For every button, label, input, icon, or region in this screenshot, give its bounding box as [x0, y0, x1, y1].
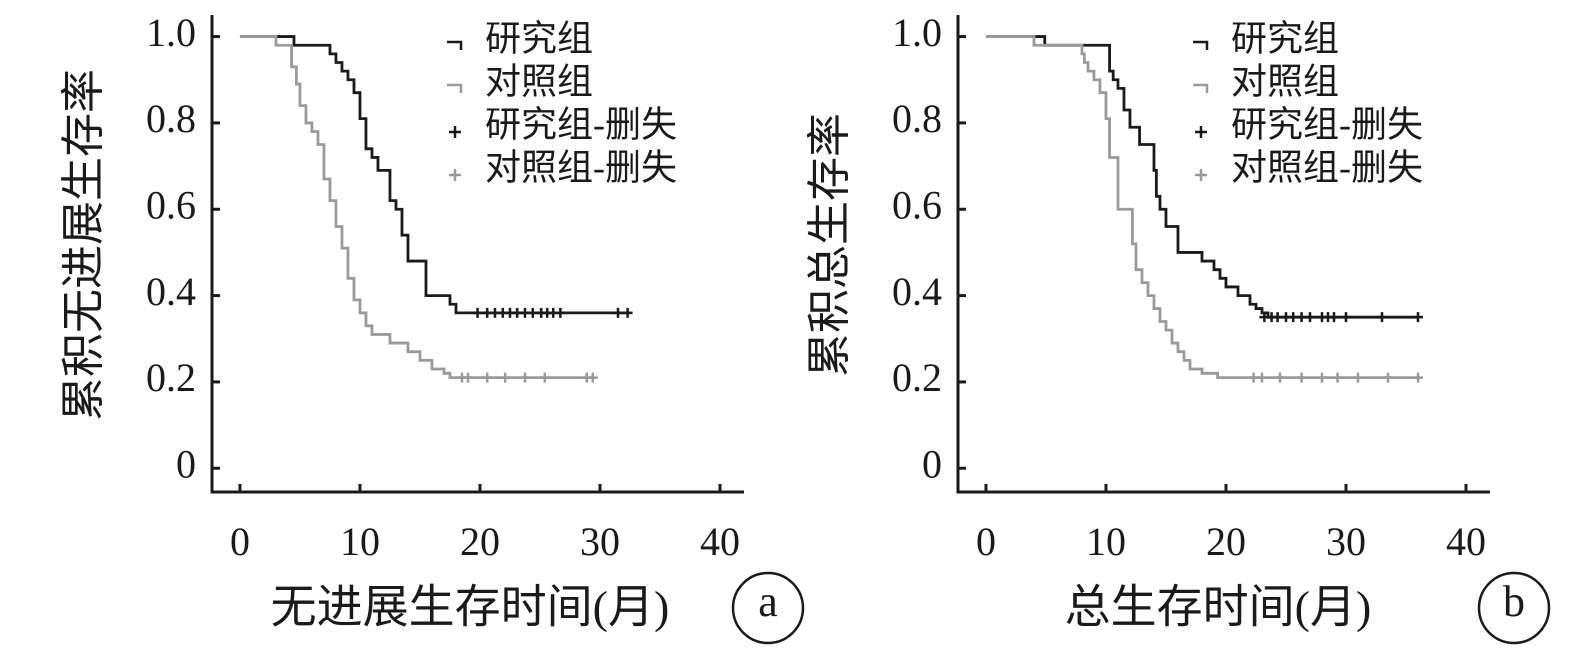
legend-symbol	[447, 83, 463, 93]
panel-label-circle	[731, 571, 805, 645]
panel-label: b	[1503, 577, 1525, 626]
legend-symbol	[449, 169, 461, 181]
censor-mark	[622, 307, 633, 318]
legend-label: 对照组-删失	[1231, 147, 1423, 187]
x-tick-label: 10	[1086, 519, 1126, 564]
legend-symbol	[447, 40, 463, 50]
y-axis-label: 累积无进展生存率	[59, 69, 108, 421]
x-tick-label: 20	[1206, 519, 1246, 564]
y-tick-label: 0	[176, 441, 196, 486]
y-tick-label: 0.4	[146, 269, 196, 314]
censor-mark	[519, 372, 530, 383]
survival-curve	[985, 35, 1418, 380]
legend-label: 研究组	[485, 18, 593, 58]
y-tick-label: 0	[922, 441, 942, 486]
censor-mark	[1332, 372, 1343, 383]
survival-curve	[985, 35, 1418, 319]
panel-label: a	[758, 577, 778, 626]
censor-mark	[1256, 372, 1267, 383]
legend-symbol	[1193, 83, 1209, 93]
legend-label: 研究组-删失	[485, 104, 677, 144]
x-axis-label: 总生存时间(月)	[1065, 582, 1372, 633]
x-tick-label: 0	[976, 519, 996, 564]
censor-mark	[1412, 312, 1423, 323]
censor-mark	[500, 372, 511, 383]
y-tick-label: 1.0	[892, 10, 942, 55]
censor-mark	[1382, 372, 1393, 383]
y-tick-label: 0.6	[892, 182, 942, 227]
x-tick-label: 40	[1446, 519, 1486, 564]
censor-mark	[472, 307, 483, 318]
survival-curve	[239, 35, 594, 380]
x-tick-label: 30	[580, 519, 620, 564]
y-tick-label: 0.8	[892, 96, 942, 141]
x-tick-label: 40	[700, 519, 740, 564]
x-tick-label: 20	[460, 519, 500, 564]
y-tick-label: 0.2	[146, 355, 196, 400]
panel-label-circle	[1477, 571, 1551, 645]
censor-mark	[527, 307, 538, 318]
censor-mark	[1248, 372, 1259, 383]
censor-mark	[539, 372, 550, 383]
x-tick-label: 30	[1326, 519, 1366, 564]
y-tick-label: 0.6	[146, 182, 196, 227]
legend-symbol	[449, 126, 461, 138]
y-tick-label: 0.8	[146, 96, 196, 141]
y-tick-label: 1.0	[146, 10, 196, 55]
censor-mark	[1316, 372, 1327, 383]
censor-mark	[462, 372, 473, 383]
x-tick-label: 0	[230, 519, 250, 564]
legend-symbol	[1195, 169, 1207, 181]
censor-mark	[1272, 312, 1283, 323]
censor-mark	[1328, 312, 1339, 323]
censor-mark	[1340, 312, 1351, 323]
y-axis-label: 累积总生存率	[805, 113, 854, 377]
x-axis-label: 无进展生存时间(月)	[271, 582, 670, 633]
censor-mark	[1296, 372, 1307, 383]
legend-label: 对照组-删失	[485, 147, 677, 187]
censor-mark	[555, 307, 566, 318]
censor-mark	[1304, 312, 1315, 323]
legend-symbol	[1193, 40, 1209, 50]
censor-mark	[1412, 372, 1423, 383]
censor-mark	[1352, 372, 1363, 383]
legend-symbol	[1195, 126, 1207, 138]
censor-mark	[1376, 312, 1387, 323]
y-tick-label: 0.2	[892, 355, 942, 400]
legend-label: 研究组	[1231, 18, 1339, 58]
y-tick-label: 0.4	[892, 269, 942, 314]
survival-curve	[239, 35, 630, 315]
censor-mark	[1288, 312, 1299, 323]
censor-mark	[587, 372, 598, 383]
censor-mark	[1274, 372, 1285, 383]
x-tick-label: 10	[340, 519, 380, 564]
legend-label: 研究组-删失	[1231, 104, 1423, 144]
censor-mark	[482, 372, 493, 383]
censor-mark	[1296, 312, 1307, 323]
censor-mark	[612, 307, 623, 318]
legend-label: 对照组	[1231, 61, 1339, 101]
legend-label: 对照组	[485, 61, 593, 101]
